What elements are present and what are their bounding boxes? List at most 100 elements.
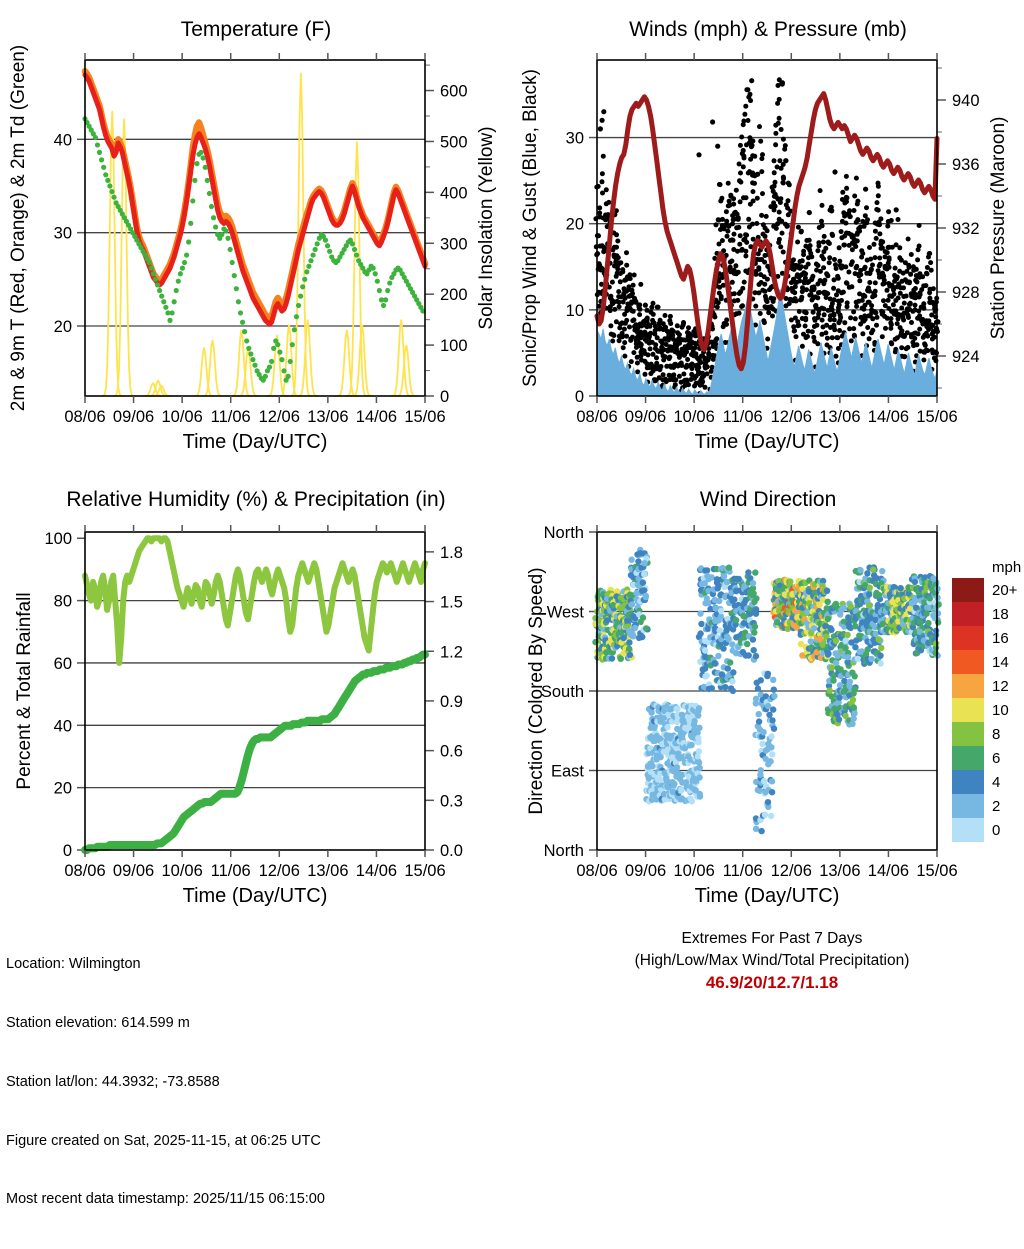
wind-direction-point [643,625,650,632]
wind-direction-point [771,692,778,700]
gust-point [856,226,862,232]
gust-point [714,336,720,342]
colorbar-swatch [952,626,984,650]
gust-point [819,331,825,337]
gust-point [600,266,605,272]
wind-direction-point [824,651,832,658]
wind-direction-point [641,560,648,567]
y2-tick-label: 0.6 [440,743,463,761]
gust-point [813,261,819,267]
gust-point [740,122,746,128]
gust-point [670,332,676,338]
wind-direction-point [695,734,702,742]
gust-point [642,302,648,308]
winds-plot: 0 10 20 30 924 928 932 936 940 08/06 09/06 10/06 11/… [520,53,1009,453]
gust-point [631,272,637,278]
wind-direction-panel: Wind Direction North West South East North 08… [512,488,1024,918]
y-axis-title: Direction (Colored By Speed) [526,567,547,814]
gust-point [864,205,869,211]
wind-direction-point [879,567,886,575]
gust-point [710,119,716,125]
gust-point [811,285,817,291]
gust-point [743,248,749,254]
wind-direction-point [715,582,722,589]
gust-point [799,289,805,295]
gust-point [924,265,930,270]
dewpoint-point [374,278,380,284]
gust-point [738,170,743,176]
wind-direction-point [916,618,923,625]
gust-point [899,328,905,334]
x-tick-label: 09/06 [625,862,666,880]
dewpoint-point [300,284,306,290]
gust-point [610,338,616,344]
gust-point [704,364,710,370]
gust-point [617,279,623,285]
gust-point [904,268,910,274]
gust-point [879,334,885,340]
gust-point [851,332,857,338]
gust-point [916,223,922,228]
gust-point [712,255,718,261]
dewpoint-point [281,368,287,374]
gust-point [925,333,931,339]
gust-point [849,259,855,265]
gust-point [603,187,609,193]
weather-dashboard: Temperature (F) 20 30 40 0 100 200 300 400 500 60… [6,18,1024,1207]
wind-direction-point [628,556,635,563]
gust-point [862,302,868,308]
dewpoint-point [188,220,194,226]
wind-direction-point [755,718,763,725]
dewpoint-point [206,190,212,197]
wind-direction-point [761,811,769,818]
gust-point [689,372,695,378]
colorbar-swatch [952,770,984,794]
gust-point [800,285,805,291]
gust-point [838,229,844,235]
gust-point [795,323,801,329]
dewpoint-point [159,293,165,299]
gust-point [635,325,641,331]
wind-direction-point [851,686,859,693]
wind-direction-point [850,715,857,722]
gust-point [815,248,821,254]
gust-point [925,348,931,354]
footer-recent-timestamp: Most recent data timestamp: 2025/11/15 0… [6,1191,325,1208]
dewpoint-point [150,271,157,277]
solar-insolation-trace [335,329,359,397]
wind-direction-point [770,676,777,684]
gust-point [775,83,781,88]
wind-direction-point [613,588,621,595]
gust-point [878,238,884,244]
dewpoint-point [378,297,385,303]
x-tick-label: 15/06 [404,408,445,426]
gust-point [829,231,835,237]
dewpoint-point [200,155,206,161]
y-tick-label: 0 [63,842,72,860]
gust-point [834,335,840,341]
wind-direction-point [756,787,764,794]
dewpoint-point [165,310,171,316]
gust-point [912,335,918,341]
wind-direction-point [754,685,762,692]
gust-point [775,273,781,279]
gust-point [740,147,746,154]
wind-direction-point [703,567,711,574]
dewpoint-point [96,149,103,155]
gust-point [627,276,633,282]
gust-point [832,169,838,175]
gust-point [735,216,741,222]
gust-point [771,170,777,176]
dewpoint-point [208,203,215,210]
gust-point [755,171,761,177]
wind-direction-point [852,644,859,651]
dewpoint-point [314,241,320,247]
dewpoint-point [279,357,285,363]
gust-point [750,153,756,159]
colorbar-swatch [952,578,984,602]
wind-direction-point [847,603,854,610]
wind-direction-point [628,601,636,608]
gust-point [923,283,929,289]
wind-direction-point [749,636,757,643]
gust-point [601,109,607,115]
